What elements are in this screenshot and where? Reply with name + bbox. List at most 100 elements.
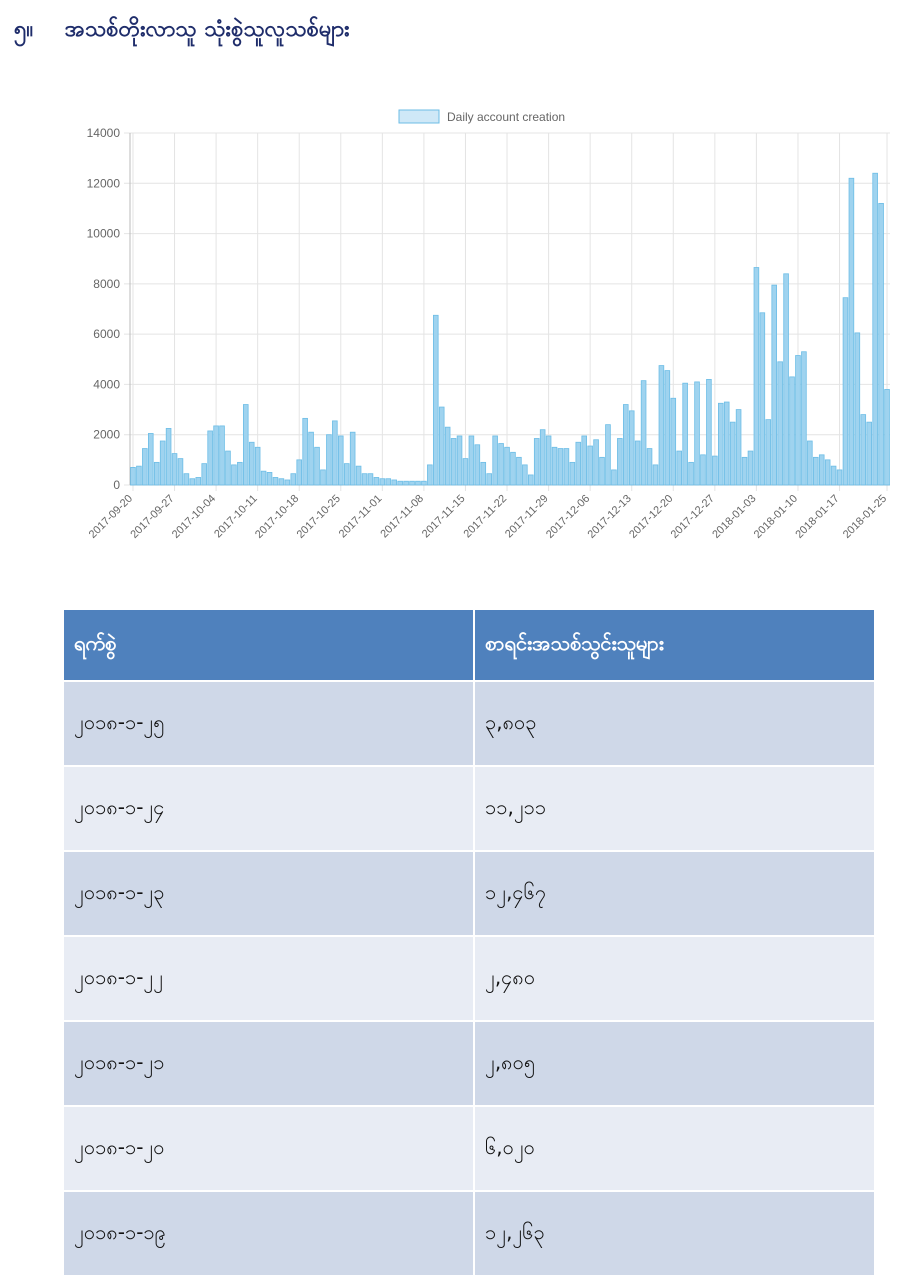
bar xyxy=(516,456,522,486)
bar xyxy=(189,478,196,486)
legend-swatch xyxy=(398,109,440,124)
bar xyxy=(284,479,291,486)
bar xyxy=(872,172,878,486)
y-tick-label: 6000 xyxy=(93,327,120,341)
count-cell: ၆,၀၂၀ xyxy=(474,1105,874,1191)
x-tick-label: 2018-01-10 xyxy=(752,493,800,541)
bar xyxy=(646,448,653,486)
bar xyxy=(213,425,219,486)
bar xyxy=(177,458,184,486)
y-tick-label: 0 xyxy=(113,478,120,492)
bar xyxy=(272,477,279,486)
bar xyxy=(842,297,849,486)
bar xyxy=(605,424,611,486)
date-cell: ၂၀၁၈-၁-၂၂ xyxy=(64,935,475,1021)
bar xyxy=(260,470,267,486)
bar xyxy=(195,477,202,486)
x-tick-label: 2018-01-03 xyxy=(710,493,758,541)
bar-series xyxy=(130,172,890,486)
x-tick-label: 2017-12-06 xyxy=(544,493,592,541)
bar xyxy=(712,455,718,486)
table-row: ၂၀၁၈-၁-၂၂ ၂,၄၈၀ xyxy=(64,935,874,1021)
x-tick-label: 2017-11-08 xyxy=(378,493,426,541)
bar xyxy=(290,473,297,486)
bar xyxy=(498,443,504,486)
bar xyxy=(593,439,599,486)
x-tick-label: 2017-11-15 xyxy=(420,493,468,541)
y-tick-label: 10000 xyxy=(87,227,121,241)
bar xyxy=(551,446,558,486)
bar xyxy=(557,448,564,486)
section-number: ၅။ xyxy=(14,17,34,42)
bar xyxy=(795,355,801,486)
bar xyxy=(664,370,671,486)
bar xyxy=(836,469,843,486)
bar xyxy=(706,378,712,486)
bar xyxy=(492,435,498,486)
table-row: ၂၀၁၈-၁-၁၉ ၁၂,၂၆၃ xyxy=(64,1190,874,1275)
bar xyxy=(415,480,421,486)
bar xyxy=(427,464,433,486)
bar xyxy=(587,445,593,486)
bar xyxy=(153,461,160,486)
bar xyxy=(741,456,748,486)
bar xyxy=(617,438,623,486)
bar xyxy=(266,472,273,486)
count-cell: ၁၁,၂၁၁ xyxy=(474,765,874,851)
bar xyxy=(807,440,813,486)
date-column-header: ရက်စွဲ xyxy=(64,610,475,681)
bar xyxy=(456,435,463,486)
bar xyxy=(474,444,481,486)
bar xyxy=(670,397,677,486)
bar xyxy=(884,389,890,486)
bar xyxy=(723,401,730,486)
y-tick-label: 8000 xyxy=(93,277,120,291)
bar xyxy=(409,480,415,486)
bar xyxy=(278,478,285,486)
bar xyxy=(237,461,243,486)
bar xyxy=(231,464,237,486)
bar xyxy=(361,473,368,486)
bar xyxy=(545,435,552,486)
bar xyxy=(528,474,534,486)
bar xyxy=(783,273,789,486)
count-cell: ၂,၈၀၅ xyxy=(474,1020,874,1106)
bar xyxy=(438,406,445,486)
table-row: ၂၀၁၈-၁-၂၄ ၁၁,၂၁၁ xyxy=(64,765,874,851)
section-title: အသစ်တိုးလာသူ သုံးစွဲသူလူသစ်များ xyxy=(64,17,350,42)
bar xyxy=(658,365,665,486)
x-tick-label: 2018-01-17 xyxy=(793,493,841,541)
bar xyxy=(813,456,819,486)
bar xyxy=(159,440,166,486)
bar xyxy=(142,448,148,486)
bar xyxy=(338,435,344,486)
bar xyxy=(539,429,546,486)
bar xyxy=(207,430,213,486)
bar xyxy=(504,446,510,486)
bar xyxy=(866,421,872,486)
x-tick-label: 2017-10-04 xyxy=(170,493,218,541)
bar xyxy=(848,177,855,486)
chart-legend[interactable]: Daily account creation xyxy=(398,109,565,124)
bar xyxy=(860,414,867,486)
daily-account-chart: Daily account creation 0 2000 4000 6000 8000… xyxy=(87,109,890,541)
bar xyxy=(575,441,582,486)
bar xyxy=(219,425,225,486)
bar xyxy=(326,434,332,486)
bar xyxy=(789,376,795,486)
bar xyxy=(771,284,777,486)
x-tick-label: 2017-12-13 xyxy=(586,493,634,541)
bar xyxy=(385,478,392,486)
count-cell: ၃,၈၀၃ xyxy=(474,680,874,766)
bar xyxy=(130,466,136,486)
legend-label: Daily account creation xyxy=(447,110,565,124)
bar xyxy=(563,448,570,486)
signup-table: ရက်စွဲ စာရင်းအသစ်သွင်းသူများ ၂၀၁၈-၁-၂၅ ၃… xyxy=(64,610,874,1275)
x-tick-label: 2017-10-18 xyxy=(253,493,301,541)
signups-column-header: စာရင်းအသစ်သွင်းသူများ xyxy=(474,610,874,681)
bar xyxy=(694,381,700,486)
bar xyxy=(148,433,154,486)
bar xyxy=(379,478,386,486)
bar xyxy=(569,461,576,486)
bar xyxy=(373,477,380,486)
